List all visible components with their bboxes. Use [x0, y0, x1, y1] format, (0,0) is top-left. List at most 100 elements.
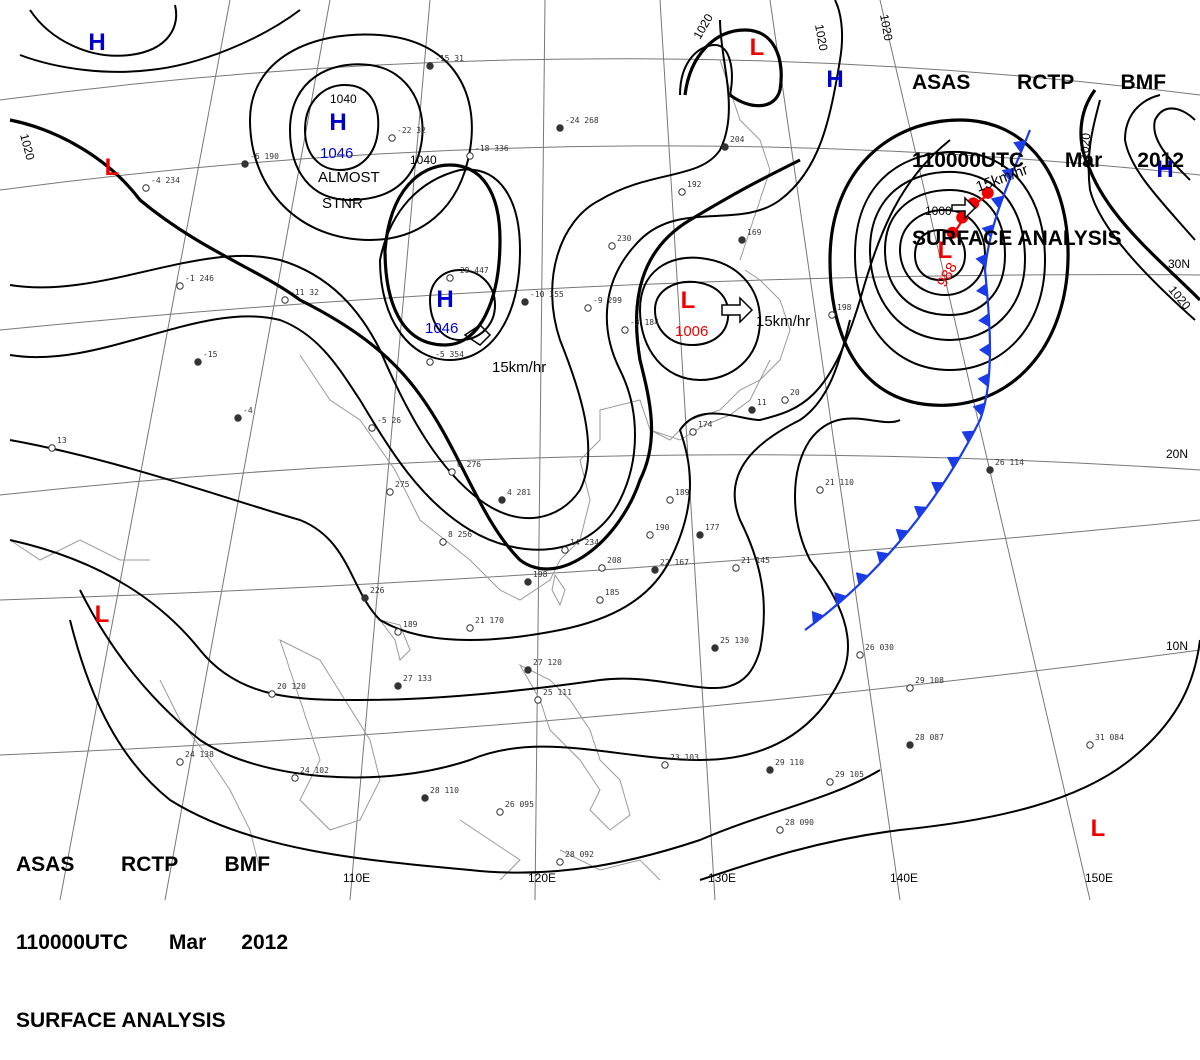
station-value: 25 130: [720, 636, 749, 645]
station-value: 14 234: [570, 538, 599, 547]
isobar: [883, 188, 1007, 317]
station-value: -15 31: [435, 54, 464, 63]
station-dot: [689, 428, 697, 436]
station-dot: [394, 628, 402, 636]
station-value: 13: [57, 436, 67, 445]
isobar: [913, 228, 967, 282]
isobar: [9, 118, 801, 571]
station-dot: [241, 160, 249, 168]
isobar: [9, 319, 851, 702]
header-issuer: RCTP: [1017, 71, 1074, 94]
motion-label: STNR: [322, 195, 363, 212]
station-dot: [661, 761, 669, 769]
latitude-label: 10N: [1166, 639, 1188, 653]
station-value: -1 246: [185, 274, 214, 283]
cold-front-triangle: [1001, 167, 1015, 181]
station-value: -24 268: [565, 116, 599, 125]
isobar: [1079, 89, 1200, 302]
low-pressure-symbol: L: [1091, 815, 1106, 842]
isobar-label: 1000: [925, 204, 952, 218]
cold-front-triangle: [1013, 139, 1026, 153]
central-pressure-value: 1006: [675, 323, 708, 340]
station-dot: [608, 242, 616, 250]
surface-analysis-map: -15 31 -22 32 -18 336 -24 268 -1 246 -11 32 -1…: [0, 0, 1200, 900]
header-source: BMF: [1120, 71, 1167, 94]
motion-label: ALMOST: [318, 169, 380, 186]
isobar: [69, 619, 881, 874]
station-dot: [534, 696, 542, 704]
station-value: 275: [395, 480, 410, 489]
station-dot: [446, 274, 454, 282]
isobar: [853, 150, 1047, 372]
longitude-label: 140E: [890, 871, 918, 885]
station-dot: [986, 466, 994, 474]
footer-title: SURFACE ANALYSIS: [16, 1009, 226, 1032]
station-dot: [386, 488, 394, 496]
station-dot: [556, 858, 564, 866]
isobar-label: 1020: [812, 23, 830, 52]
warm-front-semicircle: [946, 226, 959, 239]
station-value: 21 170: [475, 616, 504, 625]
station-value: 22 167: [660, 558, 689, 567]
station-dot: [828, 311, 836, 319]
coastlines: [9, 59, 791, 881]
cold-front-barbs: [811, 139, 1026, 625]
station-value: 11: [757, 398, 767, 407]
station-value: 189: [675, 488, 690, 497]
station-dot: [738, 236, 746, 244]
isobar: [9, 19, 730, 520]
station-dot: [561, 546, 569, 554]
latitude-label: 30N: [1168, 257, 1190, 271]
station-dot: [426, 358, 434, 366]
station-value: 23 103: [670, 753, 699, 762]
isobar: [288, 63, 424, 202]
isobar-label: 1020: [1077, 132, 1093, 160]
station-dot: [466, 624, 474, 632]
header-product: ASAS: [912, 71, 971, 94]
station-value: -10 355: [530, 290, 564, 299]
station-dot: [194, 358, 202, 366]
station-dot: [556, 124, 564, 132]
low-pressure-symbol: L: [95, 601, 110, 628]
footer-year: 2012: [241, 931, 289, 954]
station-dot: [666, 496, 674, 504]
station-value: 20 120: [277, 682, 306, 691]
station-value: 174: [698, 420, 713, 429]
low-pressure-symbol: L: [750, 34, 765, 61]
footer-product: ASAS: [16, 853, 75, 876]
station-value: 27 133: [403, 674, 432, 683]
station-dot: [598, 564, 606, 572]
station-dot: [268, 690, 276, 698]
station-value: 27 120: [533, 658, 562, 667]
station-value: 185: [605, 588, 620, 597]
cold-front-triangle: [975, 283, 988, 298]
station-value: -15: [203, 350, 218, 359]
isobar: [653, 280, 730, 347]
isobar: [868, 170, 1027, 342]
station-value: 28 087: [915, 733, 944, 742]
station-value: -3 184: [630, 318, 659, 327]
station-dot: [234, 414, 242, 422]
station-dot: [766, 766, 774, 774]
central-pressure-value: 1046: [425, 320, 458, 337]
station-value: 24 102: [300, 766, 329, 775]
station-dot: [48, 444, 56, 452]
station-dot: [426, 62, 434, 70]
station-value: 24 138: [185, 750, 214, 759]
cold-front-triangle: [978, 312, 990, 327]
high-pressure-symbol: H: [329, 109, 346, 136]
isobar: [699, 639, 1200, 881]
station-dot: [524, 666, 532, 674]
station-dot: [646, 531, 654, 539]
station-dot: [721, 143, 729, 151]
header-top-right: ASAS RCTP BMF 110000UTC Mar 2012 SURFACE…: [912, 18, 1184, 278]
station-value: 26 030: [865, 643, 894, 652]
motion-arrows: [463, 196, 977, 346]
isobar: [1123, 94, 1196, 241]
station-dot: [496, 808, 504, 816]
station-value: -4: [243, 406, 253, 415]
station-value: -22 32: [397, 126, 426, 135]
low-pressure-symbol: L: [938, 237, 953, 264]
header-year: 2012: [1137, 149, 1185, 172]
